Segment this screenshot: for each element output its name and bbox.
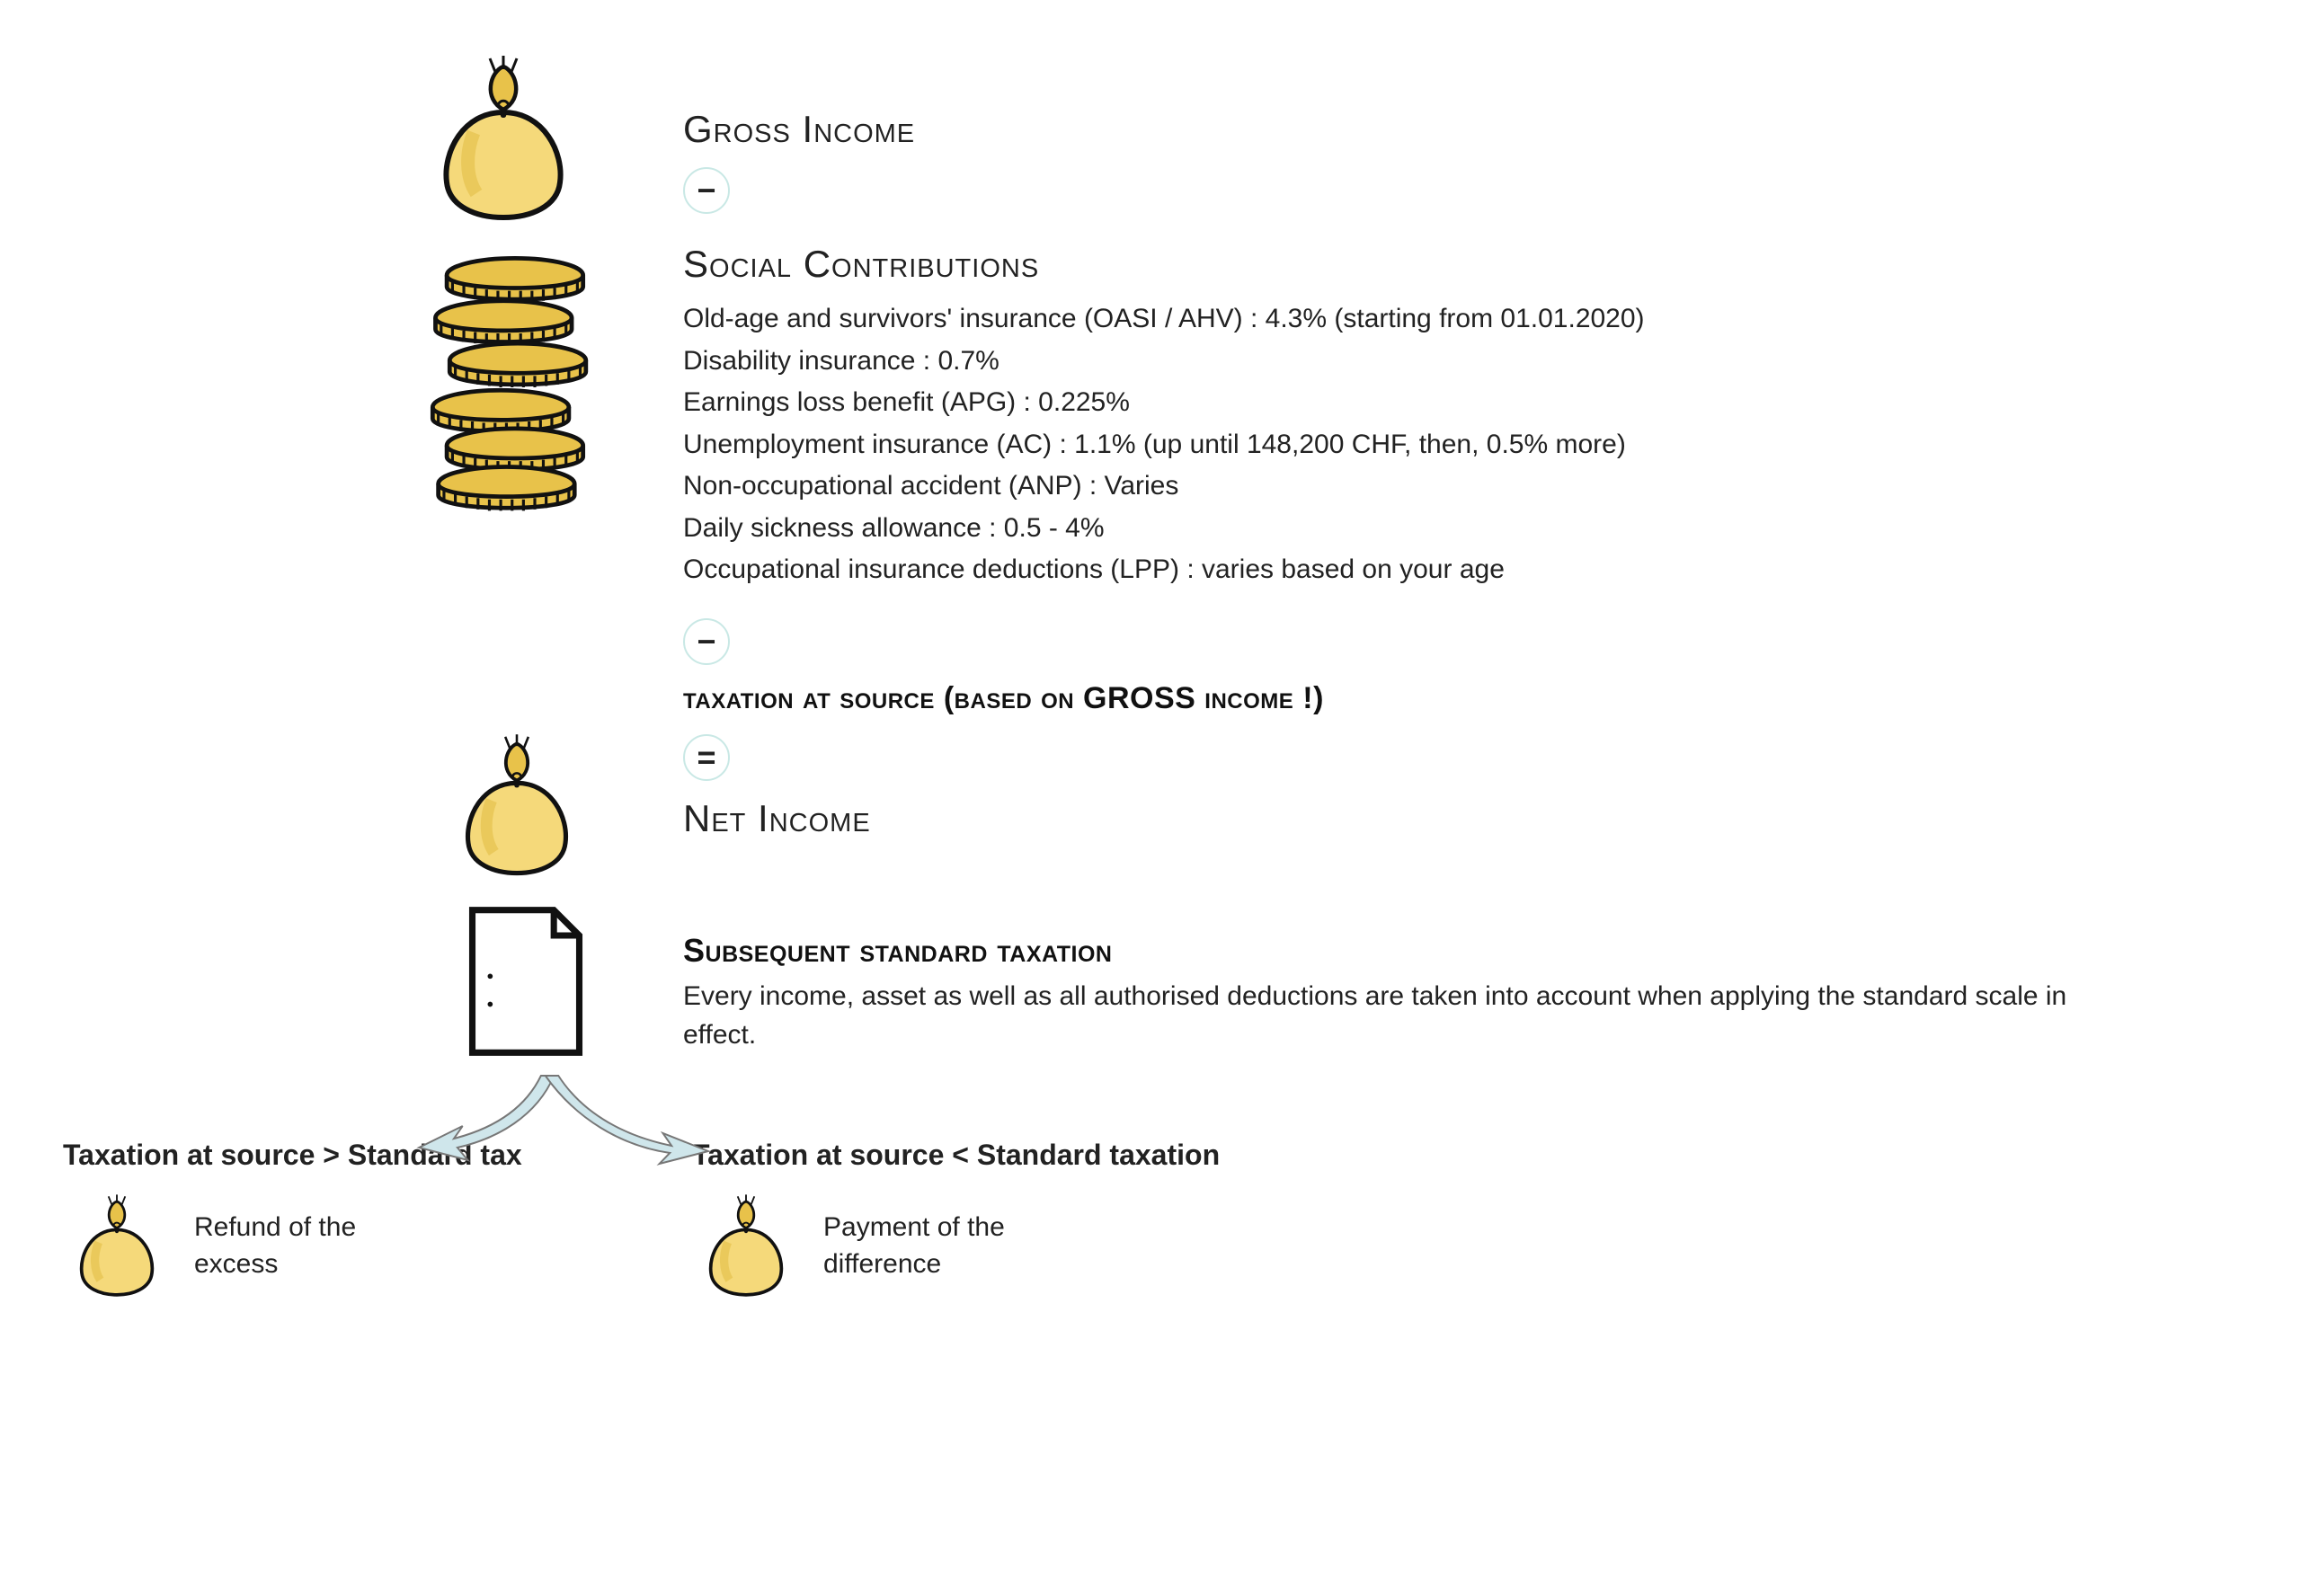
money-bag-icon — [440, 725, 593, 887]
arrows — [36, 1067, 2265, 1148]
minus-op-1: − — [683, 167, 730, 214]
outcome-left-text: Refund of the excess — [194, 1210, 428, 1282]
contrib-item: Disability insurance : 0.7% — [683, 341, 2265, 383]
money-bag-icon — [692, 1188, 800, 1305]
split-arrows-icon — [36, 1067, 2265, 1166]
social-title: Social Contributions — [683, 243, 2265, 286]
net-title: Net Income — [683, 797, 2265, 840]
subsequent-title: Subsequent standard taxation — [683, 932, 2265, 970]
minus-op-2: − — [683, 618, 730, 665]
row-subsequent: Subsequent standard taxation Every incom… — [36, 905, 2265, 1058]
contrib-item: Daily sickness allowance : 0.5 - 4% — [683, 508, 2265, 550]
tax-source-title: taxation at source (based on GROSS incom… — [683, 681, 2265, 716]
document-icon — [458, 905, 593, 1058]
coins-stack-icon — [422, 243, 593, 512]
money-bag-icon — [413, 45, 593, 234]
contrib-item: Old-age and survivors' insurance (OASI /… — [683, 298, 2265, 341]
equals-op: = — [683, 734, 730, 781]
gross-title: Gross Income — [683, 108, 2265, 151]
money-bag-icon — [63, 1188, 171, 1305]
contrib-item: Occupational insurance deductions (LPP) … — [683, 549, 2265, 591]
outcome-right-text: Payment of the difference — [823, 1210, 1057, 1282]
subsequent-desc: Every income, asset as well as all autho… — [683, 977, 2121, 1055]
row-social: Social Contributions Old-age and survivo… — [36, 243, 2265, 716]
contrib-item: Non-occupational accident (ANP) : Varies — [683, 466, 2265, 508]
infographic-root: Gross Income − Social Contributions Old-… — [36, 45, 2265, 1305]
contrib-item: Unemployment insurance (AC) : 1.1% (up u… — [683, 424, 2265, 466]
social-contributions-list: Old-age and survivors' insurance (OASI /… — [683, 298, 2265, 591]
row-net: = Net Income — [36, 725, 2265, 887]
row-gross: Gross Income − — [36, 45, 2265, 234]
contrib-item: Earnings loss benefit (APG) : 0.225% — [683, 382, 2265, 424]
